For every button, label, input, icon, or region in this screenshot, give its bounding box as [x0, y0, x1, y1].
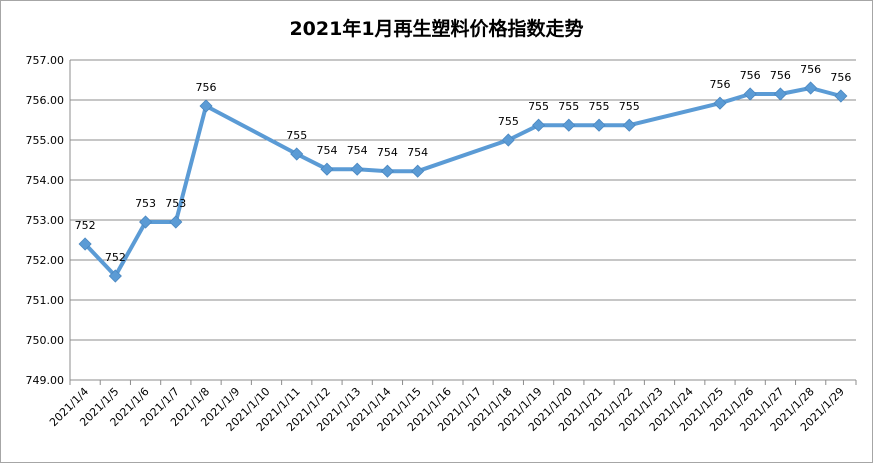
data-label: 756	[740, 69, 761, 82]
data-point-marker	[320, 162, 334, 176]
data-point-marker	[834, 89, 848, 103]
data-point-marker	[108, 269, 122, 283]
data-point-marker	[169, 215, 183, 229]
data-label: 756	[709, 78, 730, 91]
gridlines	[70, 59, 856, 381]
data-label: 755	[528, 100, 549, 113]
data-label: 755	[558, 100, 579, 113]
y-tick-label: 752.00	[26, 254, 65, 267]
y-tick-label: 749.00	[26, 374, 65, 387]
y-tick-label: 754.00	[26, 174, 65, 187]
y-tick-label: 757.00	[26, 54, 65, 67]
y-tick-label: 756.00	[26, 94, 65, 107]
data-label: 752	[105, 251, 126, 264]
y-tick-label: 751.00	[26, 294, 65, 307]
data-point-marker	[532, 118, 546, 132]
data-label: 755	[286, 129, 307, 142]
data-label: 754	[407, 146, 428, 159]
x-axis: 2021/1/42021/1/52021/1/62021/1/72021/1/8…	[47, 379, 857, 434]
data-label: 756	[770, 69, 791, 82]
data-point-marker	[139, 215, 153, 229]
data-point-marker	[713, 96, 727, 110]
y-axis: 749.00 750.00 751.00 752.00 753.00 754.00 755.…	[26, 54, 71, 387]
data-label: 754	[377, 146, 398, 159]
data-point-marker	[350, 162, 364, 176]
y-tick-label: 755.00	[26, 134, 65, 147]
data-label: 755	[498, 115, 519, 128]
data-label: 753	[135, 197, 156, 210]
data-point-marker	[411, 164, 425, 178]
data-point-marker	[773, 87, 787, 101]
data-label: 754	[347, 144, 368, 157]
data-point-marker	[501, 133, 515, 147]
data-point-marker	[562, 118, 576, 132]
series-line	[78, 81, 848, 283]
chart-title: 2021年1月再生塑料价格指数走势	[289, 18, 584, 40]
series-polyline	[83, 86, 842, 278]
data-label: 756	[800, 63, 821, 76]
data-point-marker	[622, 118, 636, 132]
data-point-marker	[290, 147, 304, 161]
data-label: 752	[75, 219, 96, 232]
data-point-marker	[804, 81, 818, 95]
data-label: 754	[316, 144, 337, 157]
data-label: 753	[165, 197, 186, 210]
y-tick-label: 750.00	[26, 334, 65, 347]
data-point-marker	[78, 237, 92, 251]
y-tick-label: 753.00	[26, 214, 65, 227]
data-label: 756	[196, 81, 217, 94]
data-point-marker	[743, 87, 757, 101]
data-point-marker	[592, 118, 606, 132]
data-label: 755	[589, 100, 610, 113]
data-label: 755	[619, 100, 640, 113]
data-labels: 752 752 753 753 756 755 754 754 754 754 755 755 755 7…	[75, 63, 852, 264]
data-point-marker	[380, 164, 394, 178]
data-point-marker	[199, 99, 213, 113]
data-label: 756	[830, 71, 851, 84]
